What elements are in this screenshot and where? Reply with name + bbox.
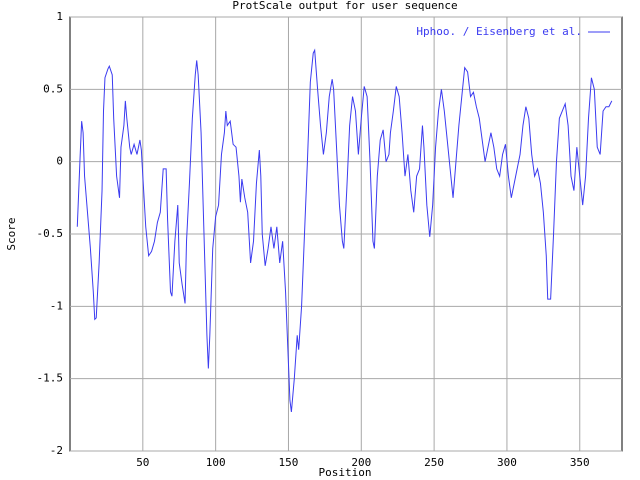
- x-tick-label: 50: [136, 456, 149, 469]
- y-tick-label: -2: [50, 444, 63, 457]
- y-tick-label: -1.5: [37, 372, 64, 385]
- x-tick-label: 350: [570, 456, 590, 469]
- data-line: [76, 48, 613, 413]
- y-tick-label: -1: [50, 299, 63, 312]
- y-axis-label: Score: [5, 217, 18, 250]
- x-axis-label: Position: [319, 466, 372, 479]
- y-tick-label: 1: [56, 10, 63, 23]
- x-tick-label: 300: [497, 456, 517, 469]
- y-tick-label: 0.5: [43, 82, 63, 95]
- x-tick-label: 250: [424, 456, 444, 469]
- x-tick-label: 150: [279, 456, 299, 469]
- chart-title: ProtScale output for user sequence: [232, 0, 457, 12]
- x-tick-label: 200: [351, 456, 371, 469]
- y-tick-label: -0.5: [37, 227, 64, 240]
- y-tick-label: 0: [56, 155, 63, 168]
- legend-label: Hphoo. / Eisenberg et al.: [416, 25, 582, 38]
- x-tick-label: 100: [206, 456, 226, 469]
